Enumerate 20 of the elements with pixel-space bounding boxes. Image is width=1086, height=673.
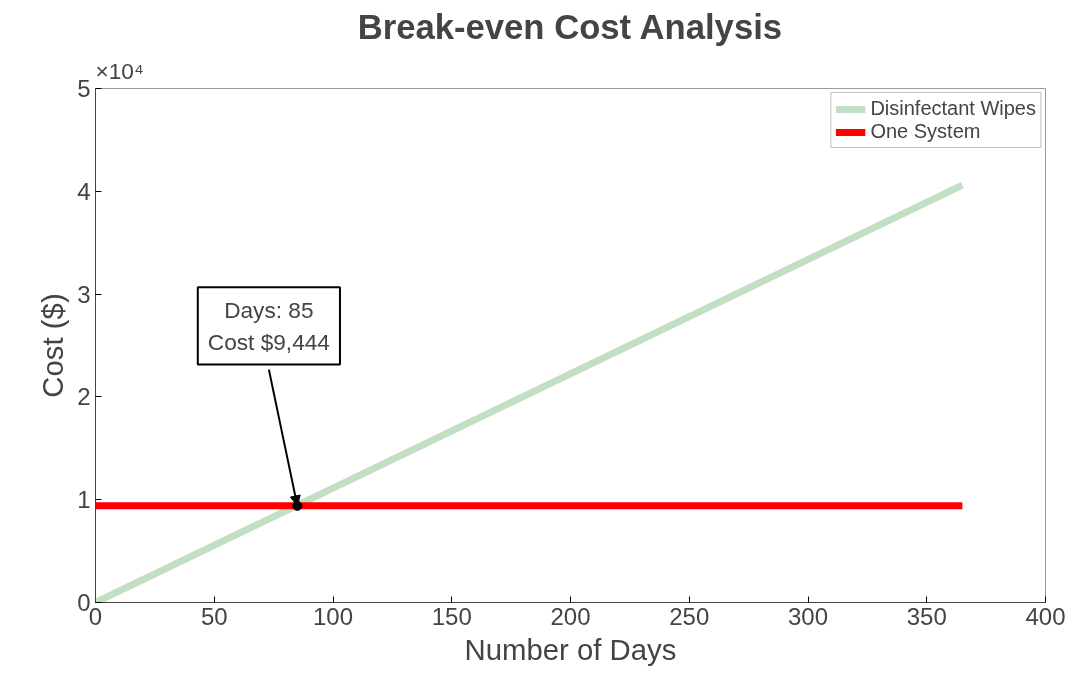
annotation: Days: 85 Cost $9,444 <box>207 297 330 355</box>
y-tick-label: 4 <box>77 177 91 205</box>
x-tick-label: 250 <box>669 602 710 630</box>
y-tick-label: 5 <box>77 75 91 102</box>
x-tick-label: 100 <box>312 602 354 630</box>
x-tick-label: 200 <box>550 602 591 630</box>
y-tick-label: 3 <box>77 280 91 308</box>
x-tick-label: 50 <box>200 602 228 630</box>
legend-label: One System <box>870 120 981 143</box>
x-tick-label: 150 <box>431 602 472 630</box>
y-axis-title: Cost ($) <box>36 293 70 398</box>
x-axis-title: Number of Days <box>464 632 677 666</box>
legend-label: Disinfectant Wipes <box>870 97 1036 120</box>
text: ×10⁴ <box>95 57 144 84</box>
x-tick-label: 300 <box>787 602 829 630</box>
x-tick-label: 400 <box>1025 602 1066 630</box>
x-tick-label: 350 <box>906 602 947 630</box>
chart-title: Break-even Cost Analysis <box>357 7 783 46</box>
y-tick-label: 1 <box>77 486 91 514</box>
y-tick-label: 2 <box>77 383 91 411</box>
